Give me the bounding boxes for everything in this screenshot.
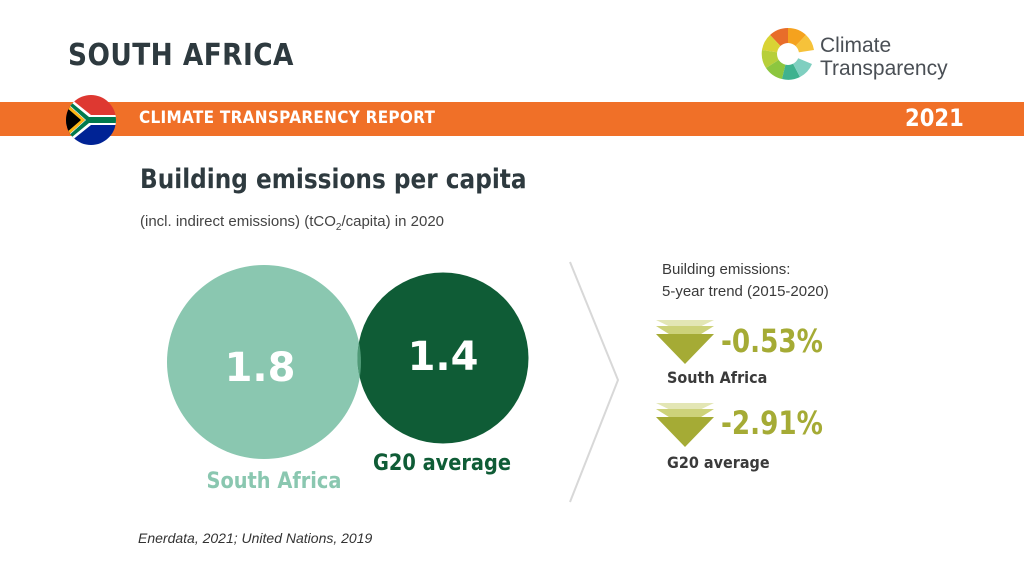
trend-title-line1: Building emissions: bbox=[662, 261, 791, 278]
separator-chevron bbox=[569, 261, 620, 503]
trend-value-south-africa: -0.53% bbox=[721, 322, 823, 360]
trend-title: Building emissions: 5-year trend (2015-2… bbox=[662, 259, 829, 303]
bubble-g20 bbox=[357, 272, 529, 444]
south-africa-flag-icon bbox=[66, 95, 116, 145]
trend-down-arrow-icon bbox=[656, 403, 714, 447]
brand-logo-block: Climate Transparency bbox=[760, 26, 990, 86]
source-note: Enerdata, 2021; United Nations, 2019 bbox=[138, 530, 373, 546]
bubble-value-south-africa: 1.8 bbox=[225, 345, 296, 391]
subtitle-pre: (incl. indirect emissions) (tCO bbox=[140, 213, 336, 230]
subtitle-subscript: 2 bbox=[335, 222, 342, 233]
bubble-value-g20: 1.4 bbox=[408, 334, 479, 380]
trend-title-line2: 5-year trend (2015-2020) bbox=[662, 283, 829, 300]
chart-subtitle: (incl. indirect emissions) (tCO2/capita)… bbox=[140, 213, 444, 233]
brand-name-line2: Transparency bbox=[820, 57, 948, 80]
brand-name-line1: Climate bbox=[820, 34, 892, 57]
trend-down-arrow-icon bbox=[656, 320, 714, 364]
trend-name-g20: G20 average bbox=[667, 453, 770, 472]
trend-value-g20: -2.91% bbox=[721, 404, 823, 442]
country-title: SOUTH AFRICA bbox=[68, 38, 294, 73]
report-year: 2021 bbox=[905, 104, 964, 132]
subtitle-post: /capita) in 2020 bbox=[341, 213, 445, 230]
bubble-south-africa bbox=[167, 265, 361, 459]
brand-name: Climate Transparency bbox=[820, 34, 948, 80]
category-label-south-africa: South Africa bbox=[206, 469, 342, 494]
trend-name-south-africa: South Africa bbox=[667, 368, 768, 387]
report-label: CLIMATE TRANSPARENCY REPORT bbox=[139, 108, 436, 128]
category-label-g20: G20 average bbox=[373, 451, 511, 476]
climate-transparency-logo-icon bbox=[761, 27, 814, 80]
report-band bbox=[0, 102, 1024, 136]
chart-title: Building emissions per capita bbox=[140, 164, 527, 195]
